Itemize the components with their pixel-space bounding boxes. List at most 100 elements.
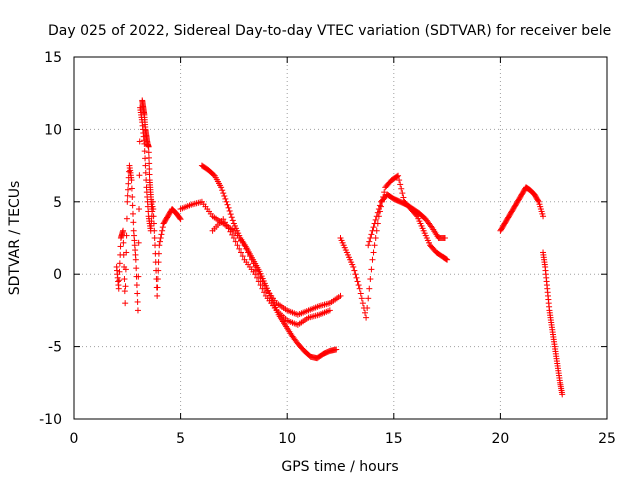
mid-band-point (250, 260, 257, 267)
afternoon-rise-point (372, 235, 379, 241)
y-tick-label: -10 (39, 412, 62, 428)
early-oscillation-point (116, 268, 123, 275)
early-oscillation-point (115, 285, 122, 292)
afternoon-rise-point (400, 194, 407, 201)
lower-band-point (232, 238, 239, 245)
mid-band-point (252, 263, 259, 270)
x-tick-label: 20 (491, 431, 509, 447)
afternoon-rise-point (395, 172, 402, 179)
long-decline-point (220, 190, 227, 197)
spike-cluster-point (145, 143, 152, 150)
early-oscillation-point (128, 177, 135, 184)
early-oscillation-point (177, 216, 184, 223)
early-oscillation-point (154, 284, 161, 291)
early-oscillation-point (155, 267, 162, 274)
lower-band-point (239, 253, 246, 260)
afternoon-rise-point (366, 285, 373, 292)
mid-band-point (246, 253, 253, 260)
evening-hump-point (540, 213, 547, 220)
long-decline-point (221, 193, 228, 200)
afternoon-rise-point (370, 249, 377, 256)
x-axis-label: GPS time / hours (281, 459, 398, 475)
early-oscillation-point (129, 202, 136, 209)
afternoon-rise-point (359, 300, 366, 307)
spike-cluster-point (148, 206, 155, 213)
afternoon-band2-point (428, 223, 435, 230)
mid-band-point (243, 245, 250, 252)
afternoon-rise-point (355, 282, 362, 289)
early-oscillation-point (136, 138, 143, 145)
early-oscillation-point (156, 242, 163, 249)
lower-band-point (236, 245, 243, 252)
x-tick-label: 25 (598, 431, 616, 447)
afternoon-rise-point (364, 304, 371, 311)
lower-band-point (227, 228, 234, 235)
long-decline-point (229, 217, 236, 224)
lower-band-point (234, 242, 241, 249)
afternoon-rise-point (396, 177, 403, 184)
afternoon-rise-point (351, 267, 358, 274)
early-oscillation-point (133, 282, 140, 289)
long-decline-point (228, 214, 235, 221)
long-decline-point (227, 211, 234, 218)
afternoon-rise-point (363, 314, 370, 321)
lower-band-point (255, 278, 262, 285)
afternoon-band2-point (371, 220, 378, 227)
long-decline-point (223, 198, 230, 205)
mid-band-point (337, 292, 344, 299)
afternoon-rise-point (399, 190, 406, 197)
long-decline-point (333, 346, 340, 353)
afternoon-band2-point (366, 238, 373, 245)
afternoon-rise-point (381, 189, 388, 196)
early-oscillation-point (124, 192, 131, 199)
early-oscillation-point (159, 224, 166, 231)
early-oscillation-point (141, 148, 148, 155)
early-oscillation-point (133, 265, 140, 272)
mid-band-point (248, 256, 255, 263)
y-tick-labels: -10 -5 0 5 10 15 (39, 50, 62, 428)
early-oscillation-point (123, 232, 130, 239)
early-oscillation-point (151, 235, 158, 241)
early-oscillation-point (135, 273, 142, 280)
x-tick-label: 15 (385, 431, 403, 447)
lower-band-point (261, 289, 268, 296)
early-oscillation-point (121, 288, 128, 295)
early-oscillation-point (150, 220, 157, 227)
mid-band-point (253, 267, 260, 274)
y-tick-label: 0 (53, 267, 62, 283)
early-oscillation-point (142, 162, 149, 169)
early-oscillation-point (157, 235, 164, 241)
lower-band-point (238, 249, 245, 256)
early-oscillation-point (134, 298, 141, 305)
evening-hump-point (535, 197, 542, 204)
early-oscillation-point (156, 238, 163, 245)
x-tick-labels: 0 5 10 15 20 25 (70, 431, 616, 447)
early-oscillation-point (154, 292, 161, 299)
y-tick-label: -5 (48, 340, 62, 356)
x-tick-label: 0 (70, 431, 79, 447)
early-oscillation-point (122, 300, 129, 307)
early-oscillation-point (123, 215, 130, 222)
lower-band-point (220, 216, 227, 223)
x-tick-label: 5 (176, 431, 185, 447)
afternoon-rise-point (357, 290, 364, 297)
plot-frame (73, 56, 608, 420)
afternoon-rise-point (367, 276, 374, 283)
early-oscillation-point (121, 276, 128, 283)
afternoon-band2-point (370, 224, 377, 231)
early-oscillation-point (128, 185, 135, 192)
early-oscillation-point (117, 243, 124, 250)
early-oscillation-point (176, 215, 183, 222)
early-oscillation-point (122, 283, 129, 290)
y-axis-label: SDTVAR / TECUs (7, 181, 23, 296)
lower-band-point (253, 274, 260, 281)
afternoon-rise-point (371, 242, 378, 249)
long-decline-point (224, 201, 231, 208)
early-oscillation-point (125, 180, 132, 187)
data-points (113, 97, 566, 398)
afternoon-rise-point (393, 173, 400, 180)
afternoon-rise-point (365, 295, 372, 302)
mid-band-point (245, 249, 252, 256)
early-oscillation-point (132, 256, 139, 263)
y-tick-label: 15 (44, 50, 62, 66)
